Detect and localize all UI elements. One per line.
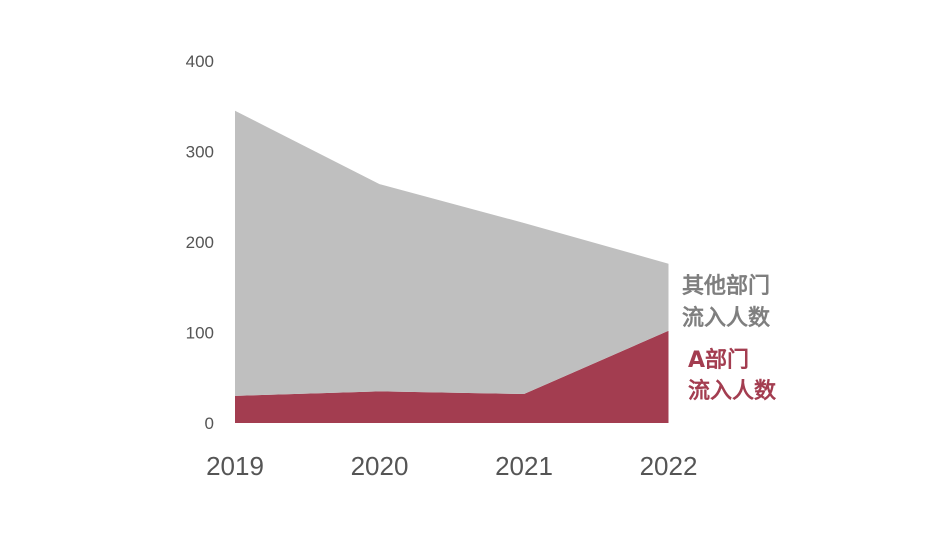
series-label-other-line2: 流入人数 bbox=[682, 305, 771, 331]
area-series-other bbox=[235, 110, 669, 396]
y-axis-tick-labels: 0 100 200 300 400 bbox=[186, 52, 214, 433]
x-tick-label-2021: 2021 bbox=[495, 451, 553, 481]
y-tick-label-400: 400 bbox=[186, 52, 214, 71]
x-tick-label-2020: 2020 bbox=[351, 451, 409, 481]
series-labels: 其他部门 流入人数 A部门 流入人数 bbox=[682, 273, 777, 404]
y-tick-label-0: 0 bbox=[205, 414, 214, 433]
stacked-areas bbox=[235, 110, 669, 423]
y-tick-label-200: 200 bbox=[186, 233, 214, 252]
series-label-a-line2: 流入人数 bbox=[688, 378, 777, 404]
x-tick-label-2022: 2022 bbox=[640, 451, 698, 481]
series-label-other-line1: 其他部门 bbox=[682, 273, 770, 299]
x-tick-label-2019: 2019 bbox=[206, 451, 264, 481]
area-series-a bbox=[235, 330, 669, 423]
x-axis-tick-labels: 2019 2020 2021 2022 bbox=[206, 451, 697, 481]
y-tick-label-100: 100 bbox=[186, 324, 214, 343]
y-tick-label-300: 300 bbox=[186, 143, 214, 162]
series-label-a-line1: A部门 bbox=[688, 347, 749, 373]
